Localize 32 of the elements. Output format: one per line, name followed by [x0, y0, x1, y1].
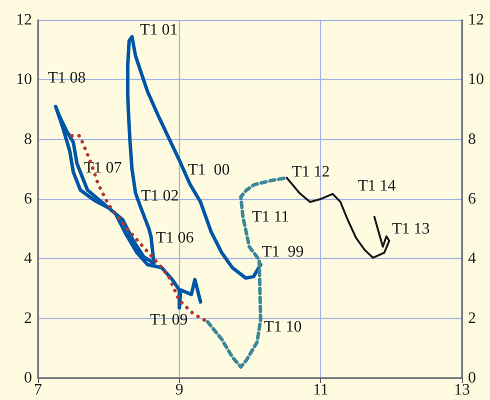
annotation: T1 13	[392, 220, 430, 238]
y-tick-label: 6	[24, 190, 32, 208]
x-tick-label: 13	[454, 382, 470, 398]
annotation: T1 08	[48, 70, 86, 86]
y2-tick-label: 10	[468, 71, 484, 88]
y2-tick-label: 6	[468, 190, 476, 208]
annotation: T1 12	[292, 164, 330, 180]
y-tick-label: 8	[24, 130, 32, 148]
y2-tick-label: 2	[468, 310, 476, 327]
x-tick-label: 11	[312, 382, 328, 398]
annotation: T1 00	[188, 162, 230, 178]
y-tick-label: 2	[24, 310, 32, 327]
annotation: T1 11	[252, 208, 290, 226]
y-tick-label: 10	[16, 71, 32, 88]
y2-tick-label: 4	[468, 250, 476, 268]
y2-tick-label: 8	[468, 130, 476, 148]
x-tick-label: 7	[34, 382, 42, 398]
annotation: T1 14	[358, 178, 396, 194]
annotation: T1 02	[141, 188, 179, 204]
annotation: T1 99	[262, 244, 304, 260]
annotation: T1 09	[150, 312, 188, 328]
annotation: T1 06	[156, 230, 194, 246]
y2-tick-label: 0	[468, 370, 476, 386]
annotation: T1 01	[140, 22, 178, 38]
y-tick-label: 4	[24, 250, 32, 268]
y2-tick-label: 12	[468, 12, 484, 28]
annotation: T1 10	[264, 318, 302, 336]
line-series	[206, 176, 288, 369]
annotation: T1 07	[84, 160, 122, 176]
y-tick-label: 12	[16, 12, 32, 28]
x-tick-label: 9	[175, 382, 184, 398]
y-tick-label: 0	[24, 370, 32, 386]
